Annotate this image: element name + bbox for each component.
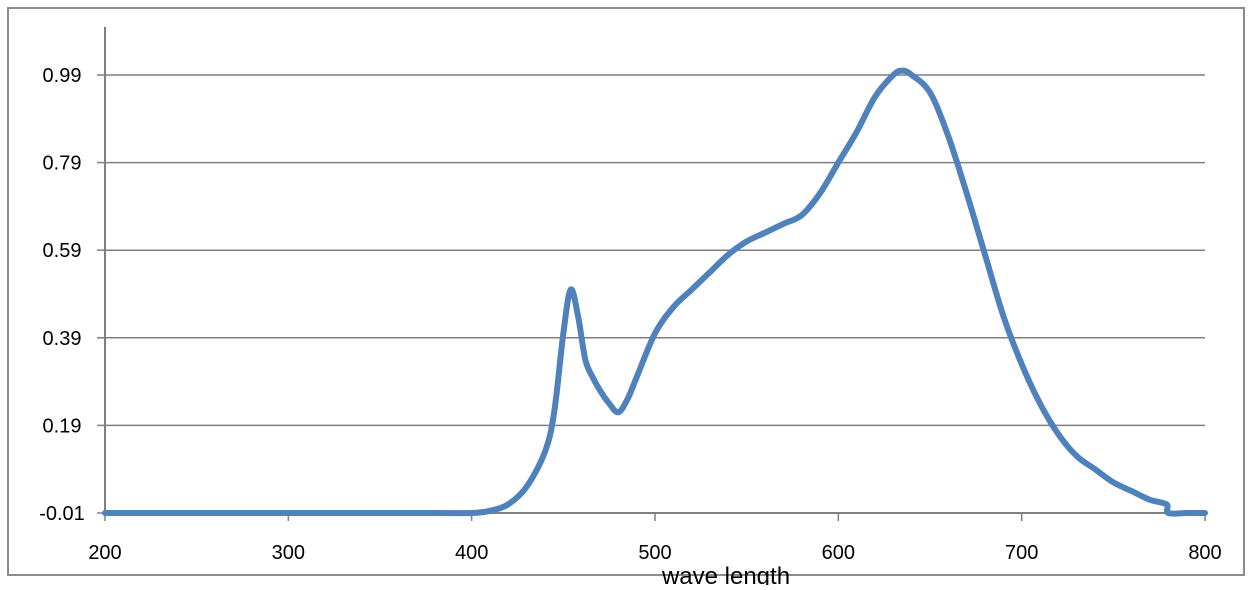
series-line [102,67,1208,517]
y-tick-label: 0.19 [43,415,82,437]
x-axis-title: wave length [661,563,790,585]
y-tick-label: -0.01 [39,503,85,525]
x-tick-label: 800 [1188,542,1221,564]
x-tick-label: 200 [88,542,121,564]
x-tick-label: 700 [1005,542,1038,564]
gridlines [105,74,1205,427]
y-tick-label: 0.39 [43,328,82,350]
x-tick-label: 400 [455,542,488,564]
x-tick-label: 600 [822,542,855,564]
x-tick-labels: 200 300 400 500 600 700 800 [88,513,1222,564]
chart-border [7,7,1245,576]
y-tick-labels: -0.01 0.19 0.39 0.59 0.79 0.99 [39,65,105,525]
x-tick-label: 300 [272,542,305,564]
y-tick-label: 0.59 [43,240,82,262]
y-tick-label: 0.99 [43,65,82,87]
x-tick-label: 500 [638,542,671,564]
y-tick-label: 0.79 [43,153,82,175]
